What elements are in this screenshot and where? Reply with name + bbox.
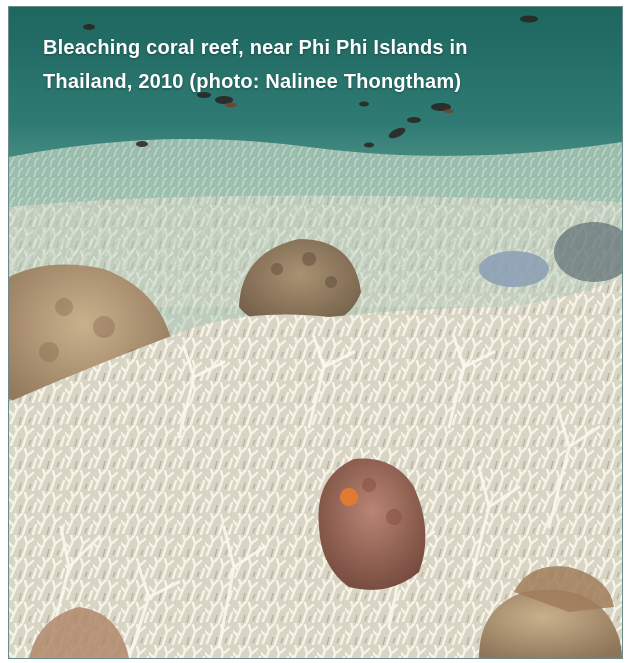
coral-reef-photo xyxy=(9,7,622,658)
caption-line-2: Thailand, 2010 (photo: Nalinee Thongtham… xyxy=(43,71,462,93)
photo-frame: Bleaching coral reef, near Phi Phi Islan… xyxy=(8,6,623,659)
photo-caption: Bleaching coral reef, near Phi Phi Islan… xyxy=(43,31,603,99)
caption-line-1: Bleaching coral reef, near Phi Phi Islan… xyxy=(43,37,468,59)
